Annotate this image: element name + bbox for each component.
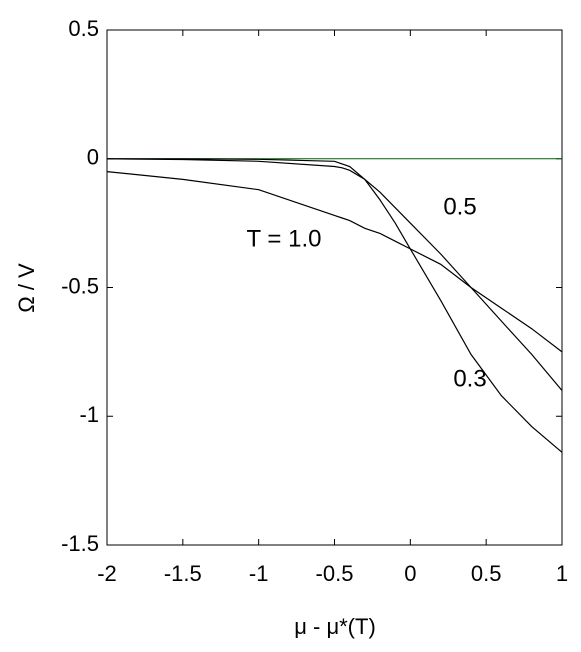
series-line — [106, 158, 563, 391]
x-tick-label: -2 — [97, 561, 117, 586]
y-axis-label: Ω / V — [14, 263, 39, 313]
x-tick-label: 0.5 — [471, 561, 502, 586]
x-tick-label: -1.5 — [164, 561, 202, 586]
y-tick-label: -1.5 — [61, 531, 99, 556]
x-tick-label: -0.5 — [316, 561, 354, 586]
series-label: 0.5 — [443, 193, 476, 220]
y-tick-label: 0.5 — [68, 16, 99, 41]
y-tick-label: 0 — [87, 145, 99, 170]
series-label: 0.3 — [453, 365, 486, 392]
x-tick-label: -1 — [249, 561, 269, 586]
y-tick-label: -1 — [79, 402, 99, 427]
x-tick-label: 1 — [556, 561, 568, 586]
plot-frame — [106, 29, 563, 546]
x-tick-label: 0 — [404, 561, 416, 586]
series-label: T = 1.0 — [247, 225, 322, 252]
y-tick-label: -0.5 — [61, 273, 99, 298]
x-axis-label: μ - μ*(T) — [294, 614, 376, 639]
series-line — [106, 171, 563, 353]
series-line — [107, 158, 563, 453]
